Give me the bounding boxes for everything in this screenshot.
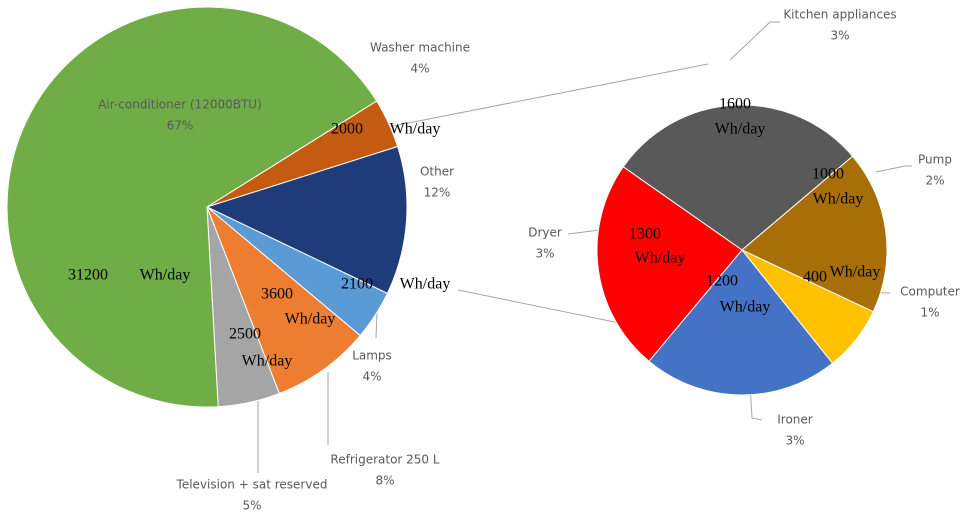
percent-label: 67% — [167, 119, 194, 133]
slice-label: Computer — [900, 285, 960, 299]
energy-unit: Wh/day — [242, 353, 293, 370]
pie-slice — [206, 206, 361, 395]
energy-label: 2000 — [331, 121, 363, 138]
percent-label: 12% — [424, 186, 451, 200]
pie-slice — [205, 145, 408, 295]
percent-label: 8% — [375, 474, 394, 488]
energy-unit: Wh/day — [285, 311, 336, 328]
percent-label: 4% — [362, 370, 381, 384]
energy-unit: Wh/day — [813, 191, 864, 208]
percent-label: 2% — [925, 174, 944, 188]
energy-label: 3600 — [261, 286, 293, 303]
pie-slice — [741, 155, 888, 313]
leader-line — [729, 21, 780, 61]
slice-label: Pump — [918, 153, 952, 167]
percent-label: 4% — [410, 62, 429, 76]
leader-line — [567, 229, 601, 235]
slices — [6, 6, 888, 408]
energy-label: 1600 — [719, 96, 751, 113]
leader-line — [875, 165, 912, 173]
energy-label: 1200 — [706, 273, 738, 290]
pie-slice — [596, 166, 743, 362]
percent-label: 3% — [785, 434, 804, 448]
energy-label: 2100 — [341, 276, 373, 293]
slice-label: Television + sat reserved — [176, 478, 328, 492]
energy-label: 1300 — [629, 226, 661, 243]
slice-label: Lamps — [352, 349, 392, 363]
energy-label: 2500 — [229, 326, 261, 343]
percent-label: 3% — [535, 247, 554, 261]
percent-label: 5% — [242, 499, 261, 513]
slice-label: Air-conditioner (12000BTU) — [98, 98, 262, 112]
energy-unit: Wh/day — [390, 121, 441, 138]
connector-line — [382, 63, 709, 129]
energy-unit: Wh/day — [140, 267, 191, 284]
energy-label: 1000 — [812, 166, 844, 183]
percent-label: 1% — [920, 306, 939, 320]
energy-unit: Wh/day — [830, 264, 881, 281]
slice-label: Other — [420, 165, 454, 179]
slice-label: Washer machine — [370, 41, 470, 55]
percent-label: 3% — [830, 29, 849, 43]
energy-label: 400 — [803, 269, 827, 286]
slice-label: Kitchen appliances — [783, 8, 896, 22]
slice-label: Refrigerator 250 L — [330, 453, 439, 467]
energy-label: 31200 — [68, 267, 108, 284]
pie-slice — [648, 249, 834, 396]
energy-unit: Wh/day — [635, 250, 686, 267]
energy-unit: Wh/day — [400, 276, 451, 293]
pie-slice — [6, 6, 378, 408]
slice-label: Dryer — [528, 226, 562, 240]
pie-slice — [622, 104, 854, 251]
energy-unit: Wh/day — [715, 121, 766, 138]
energy-unit: Wh/day — [720, 299, 771, 316]
slice-label: Ironer — [777, 413, 813, 427]
